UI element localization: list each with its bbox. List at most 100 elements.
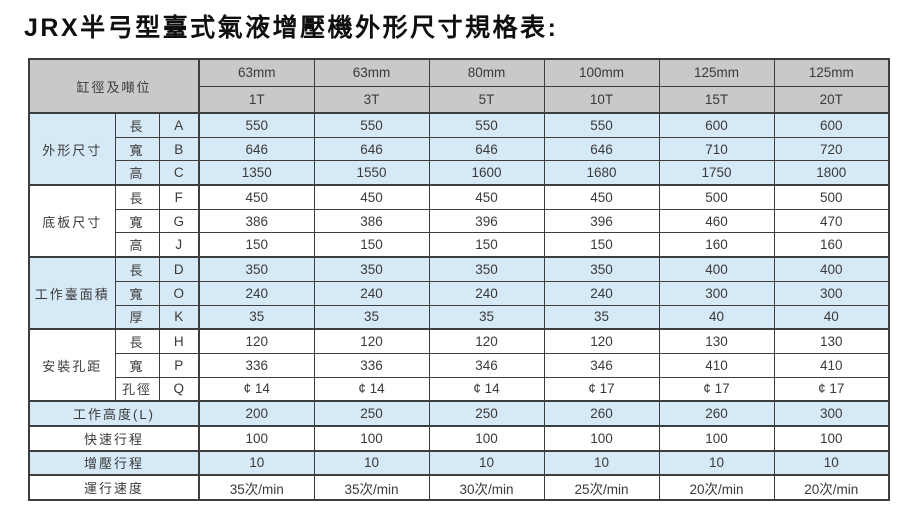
value-cell: 35	[313, 304, 430, 330]
summary-value-cell: 10	[428, 449, 545, 476]
dim-label-cell: 寬	[114, 280, 160, 306]
header-tonnage-cell: 20T	[773, 85, 890, 114]
value-cell: ¢ 14	[198, 376, 315, 402]
value-cell: 386	[313, 208, 430, 234]
header-tonnage-cell: 10T	[543, 85, 660, 114]
header-tonnage-cell: 15T	[658, 85, 775, 114]
summary-value-cell: 100	[773, 424, 890, 452]
corner-label-cell: 缸徑及噸位	[28, 58, 200, 114]
value-cell: 600	[658, 111, 775, 138]
header-tonnage-cell: 5T	[428, 85, 545, 114]
header-diameter-cell: 125mm	[773, 58, 890, 87]
value-cell: 550	[428, 111, 545, 138]
header-diameter-cell: 100mm	[543, 58, 660, 87]
value-cell: 160	[773, 232, 890, 258]
value-cell: 450	[198, 184, 315, 210]
summary-value-cell: 260	[658, 400, 775, 427]
value-cell: 40	[658, 304, 775, 330]
value-cell: 400	[773, 256, 890, 282]
group-label-cell: 外形尺寸	[28, 111, 116, 186]
value-cell: 336	[313, 352, 430, 378]
dim-label-cell: 高	[114, 232, 160, 258]
value-cell: 240	[198, 280, 315, 306]
summary-label-cell: 運行速度	[28, 474, 200, 501]
value-cell: 350	[198, 256, 315, 282]
dim-label-cell: 長	[114, 256, 160, 282]
value-cell: 500	[773, 184, 890, 210]
summary-value-cell: 20次/min	[658, 474, 775, 501]
dim-label-cell: 寬	[114, 136, 160, 162]
summary-value-cell: 35次/min	[198, 474, 315, 501]
header-diameter-cell: 80mm	[428, 58, 545, 87]
value-cell: 450	[543, 184, 660, 210]
summary-label-cell: 增壓行程	[28, 449, 200, 476]
dim-label-cell: 孔徑	[114, 376, 160, 402]
value-cell: ¢ 14	[428, 376, 545, 402]
value-cell: 550	[543, 111, 660, 138]
value-cell: 646	[198, 136, 315, 162]
dim-label-cell: 厚	[114, 304, 160, 330]
value-cell: 500	[658, 184, 775, 210]
value-cell: 396	[428, 208, 545, 234]
dim-label-cell: 高	[114, 160, 160, 186]
summary-value-cell: 10	[313, 449, 430, 476]
value-cell: 720	[773, 136, 890, 162]
value-cell: 300	[658, 280, 775, 306]
value-cell: 346	[428, 352, 545, 378]
value-cell: ¢ 17	[773, 376, 890, 402]
summary-value-cell: 20次/min	[773, 474, 890, 501]
value-cell: 120	[198, 328, 315, 354]
code-cell: C	[158, 160, 200, 186]
summary-value-cell: 10	[543, 449, 660, 476]
value-cell: 410	[773, 352, 890, 378]
summary-value-cell: 100	[428, 424, 545, 452]
value-cell: 550	[313, 111, 430, 138]
summary-value-cell: 10	[773, 449, 890, 476]
value-cell: 1800	[773, 160, 890, 186]
value-cell: 410	[658, 352, 775, 378]
summary-value-cell: 10	[658, 449, 775, 476]
code-cell: K	[158, 304, 200, 330]
value-cell: 336	[198, 352, 315, 378]
group-label-cell: 底板尺寸	[28, 184, 116, 258]
summary-value-cell: 300	[773, 400, 890, 427]
value-cell: 1680	[543, 160, 660, 186]
summary-value-cell: 250	[428, 400, 545, 427]
value-cell: 35	[428, 304, 545, 330]
value-cell: 150	[313, 232, 430, 258]
summary-value-cell: 25次/min	[543, 474, 660, 501]
value-cell: 1350	[198, 160, 315, 186]
spec-table-body: 缸徑及噸位 63mm 63mm 80mm 100mm 125mm 125mm 1T 3T 5T 10…	[28, 58, 890, 501]
value-cell: 646	[428, 136, 545, 162]
summary-value-cell: 30次/min	[428, 474, 545, 501]
value-cell: 460	[658, 208, 775, 234]
value-cell: 470	[773, 208, 890, 234]
code-cell: O	[158, 280, 200, 306]
value-cell: 350	[313, 256, 430, 282]
summary-label-cell: 工作高度(L)	[28, 400, 200, 427]
code-cell: J	[158, 232, 200, 258]
code-cell: A	[158, 111, 200, 138]
header-diameter-cell: 63mm	[313, 58, 430, 87]
value-cell: 240	[543, 280, 660, 306]
dim-label-cell: 長	[114, 111, 160, 138]
value-cell: 120	[313, 328, 430, 354]
value-cell: 160	[658, 232, 775, 258]
value-cell: 130	[658, 328, 775, 354]
summary-value-cell: 100	[198, 424, 315, 452]
value-cell: 646	[543, 136, 660, 162]
value-cell: ¢ 17	[658, 376, 775, 402]
value-cell: 550	[198, 111, 315, 138]
header-tonnage-cell: 3T	[313, 85, 430, 114]
summary-value-cell: 260	[543, 400, 660, 427]
value-cell: 35	[198, 304, 315, 330]
value-cell: 400	[658, 256, 775, 282]
summary-value-cell: 200	[198, 400, 315, 427]
value-cell: 350	[428, 256, 545, 282]
header-tonnage-cell: 1T	[198, 85, 315, 114]
header-diameter-cell: 125mm	[658, 58, 775, 87]
group-label-cell: 工作臺面積	[28, 256, 116, 330]
summary-value-cell: 35次/min	[313, 474, 430, 501]
value-cell: 150	[198, 232, 315, 258]
